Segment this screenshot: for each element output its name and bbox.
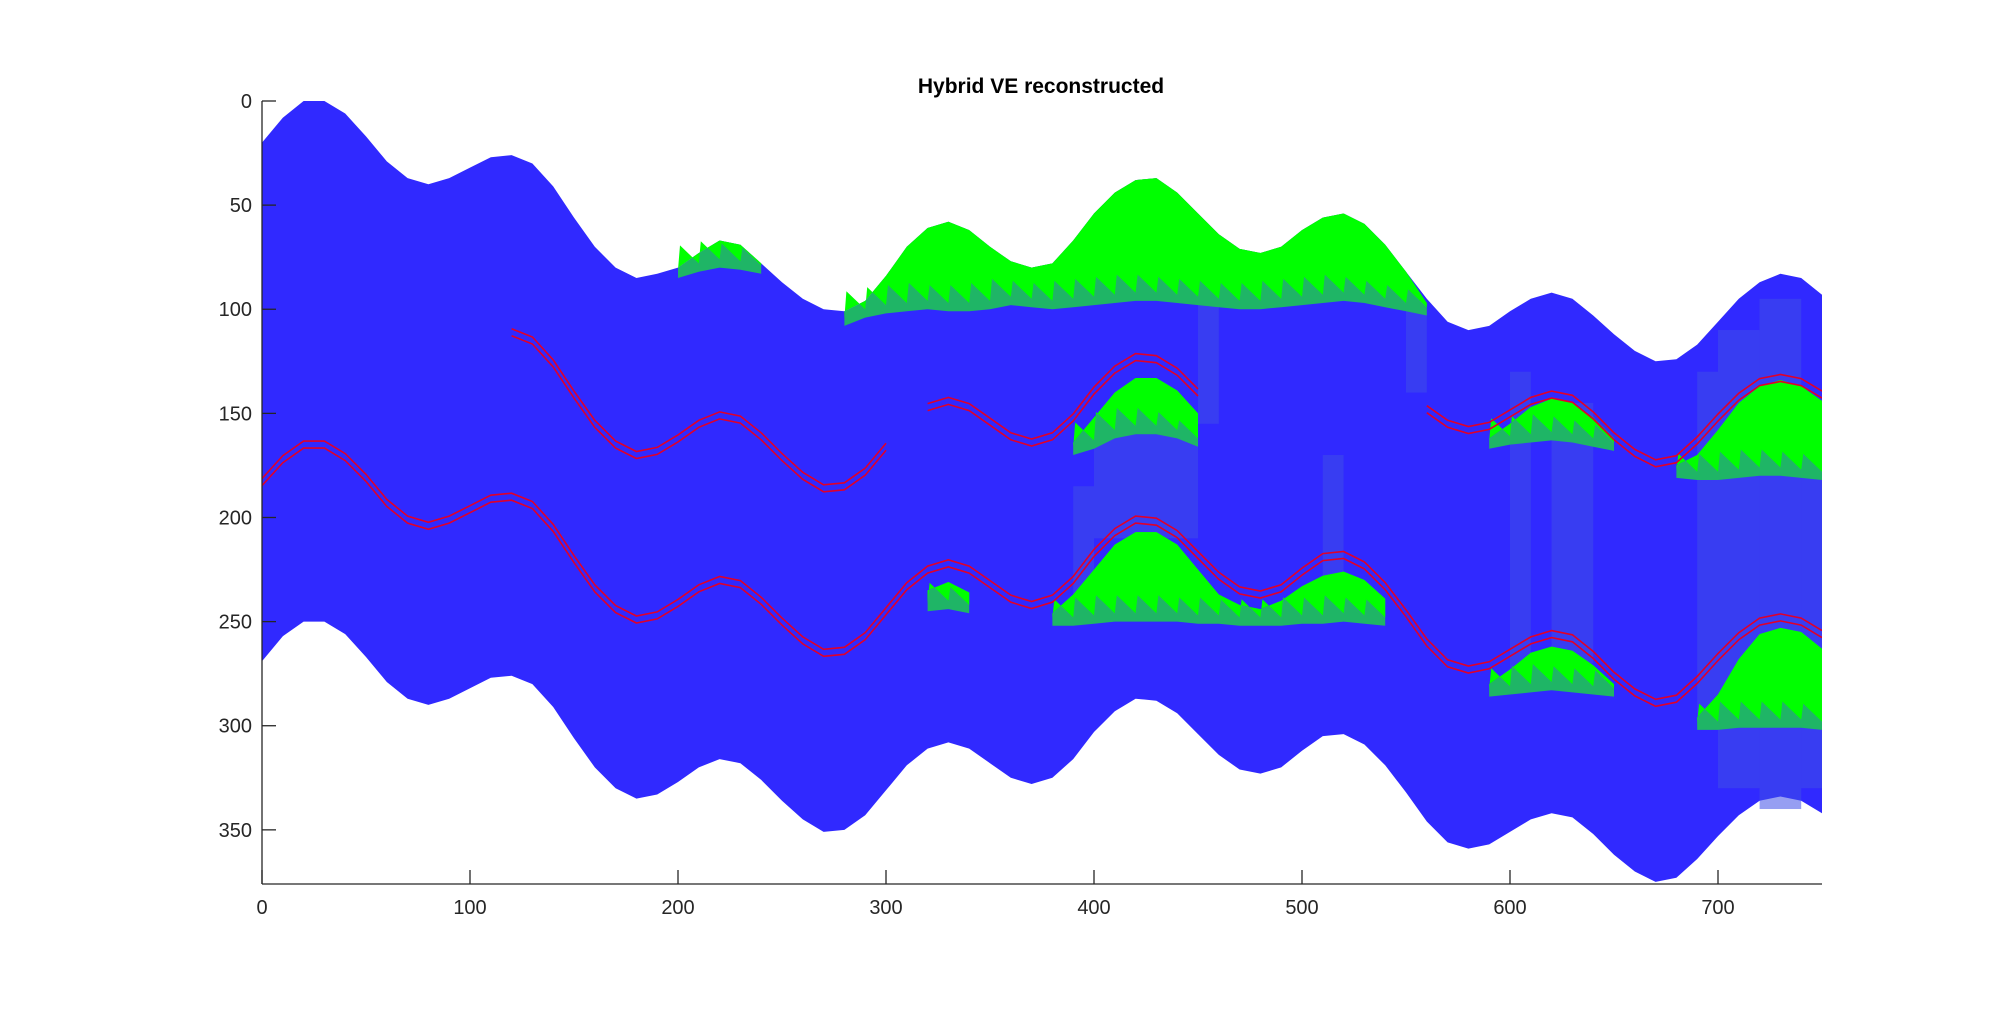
average-column-2 (1094, 434, 1198, 539)
average-column-0 (1198, 288, 1219, 424)
contour-1-line-1 (511, 334, 887, 493)
plume-4 (1676, 380, 1822, 472)
plume-8 (1697, 627, 1822, 722)
plume-6 (1052, 532, 1386, 618)
contour-3-line-1 (1426, 380, 1822, 468)
x-tick-label-200: 200 (661, 897, 694, 919)
average-column-6 (1551, 402, 1594, 664)
y-tick-label-200: 200 (219, 507, 252, 529)
x-tick-label-600: 600 (1493, 897, 1526, 919)
plot-area (262, 101, 1822, 882)
x-tick-label-500: 500 (1285, 897, 1318, 919)
x-ticks: 0 100 200 300 400 500 600 700 (256, 870, 1735, 919)
average-column-9 (1759, 298, 1802, 810)
contour-3-line-0 (1426, 373, 1822, 461)
y-tick-label-0: 0 (241, 91, 252, 113)
plume-3 (1489, 398, 1614, 443)
axes: 0 100 200 300 400 500 600 700 0 50 100 150 200 250 30… (219, 91, 1822, 919)
chart-title: Hybrid VE reconstructed (918, 75, 1164, 98)
y-tick-label-300: 300 (219, 716, 252, 738)
plume-1 (678, 240, 762, 270)
contour-0-line-0 (262, 440, 1822, 701)
y-tick-label-350: 350 (219, 820, 252, 842)
x-tick-label-300: 300 (869, 897, 902, 919)
contour-2-line-0 (927, 352, 1199, 440)
plume-2 (1073, 378, 1198, 447)
contour-0-line-1 (262, 447, 1822, 708)
x-tick-label-0: 0 (256, 897, 267, 919)
contours-layer (262, 327, 1822, 708)
average-column-4 (1406, 309, 1427, 393)
plume-0 (844, 178, 1427, 318)
y-tick-label-50: 50 (230, 195, 252, 217)
average-column-5 (1510, 371, 1531, 685)
plumes-layer (678, 178, 1822, 730)
y-tick-label-100: 100 (219, 299, 252, 321)
y-ticks: 0 50 100 150 200 250 300 350 (219, 91, 276, 842)
contour-1-line-0 (511, 327, 887, 486)
contour-2-line-1 (927, 359, 1199, 447)
x-tick-label-700: 700 (1701, 897, 1734, 919)
y-tick-label-250: 250 (219, 612, 252, 634)
x-tick-label-100: 100 (453, 897, 486, 919)
x-tick-label-400: 400 (1077, 897, 1110, 919)
formation-band (262, 101, 1822, 882)
y-tick-label-150: 150 (219, 403, 252, 425)
plume-7 (1489, 646, 1614, 689)
plume-5 (927, 582, 970, 605)
